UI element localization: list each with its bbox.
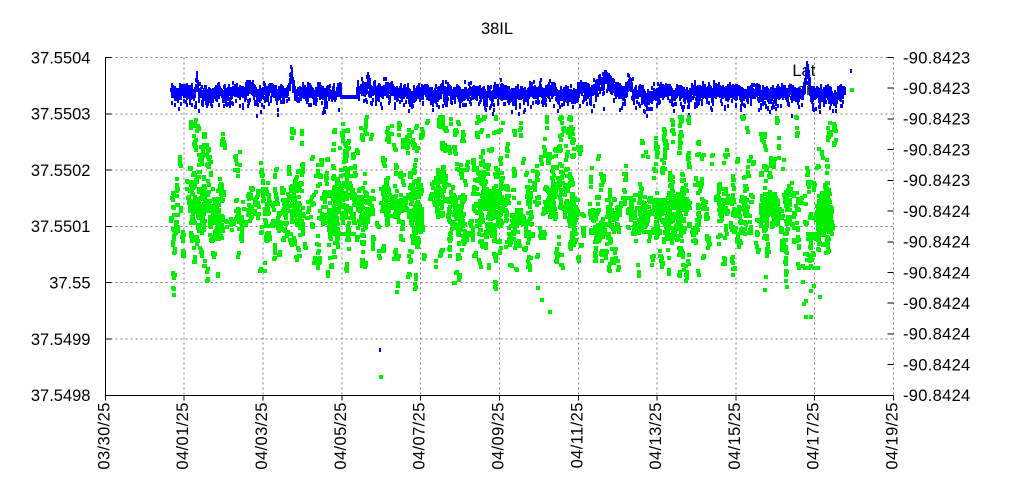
svg-text:04/05/25: 04/05/25	[332, 402, 350, 469]
svg-text:-90.8424: -90.8424	[903, 264, 971, 282]
svg-text:37.5504: 37.5504	[31, 49, 91, 67]
svg-text:04/09/25: 04/09/25	[490, 402, 508, 469]
svg-text:-90.8424: -90.8424	[903, 203, 971, 221]
svg-text:03/30/25: 03/30/25	[95, 402, 113, 469]
svg-text:-90.8424: -90.8424	[903, 234, 971, 252]
svg-text:04/03/25: 04/03/25	[253, 402, 271, 469]
svg-text:38IL: 38IL	[481, 20, 513, 38]
svg-text:-90.8423: -90.8423	[903, 172, 971, 190]
svg-text:-90.8424: -90.8424	[903, 387, 971, 405]
svg-text:04/07/25: 04/07/25	[411, 402, 429, 469]
svg-text:04/19/25: 04/19/25	[884, 402, 902, 469]
svg-text:-90.8424: -90.8424	[903, 295, 971, 313]
svg-text:04/01/25: 04/01/25	[174, 402, 192, 469]
svg-text:-90.8423: -90.8423	[903, 111, 971, 129]
svg-text:-90.8423: -90.8423	[903, 49, 971, 67]
svg-text:-90.8424: -90.8424	[903, 326, 971, 344]
svg-text:-90.8423: -90.8423	[903, 141, 971, 159]
svg-text:37.5503: 37.5503	[31, 106, 91, 124]
svg-text:37.5502: 37.5502	[31, 162, 91, 180]
svg-text:37.5499: 37.5499	[31, 331, 91, 349]
svg-text:Lat: Lat	[792, 62, 815, 80]
svg-text:37.5498: 37.5498	[31, 387, 91, 405]
svg-text:04/15/25: 04/15/25	[726, 402, 744, 469]
svg-text:37.55: 37.55	[49, 275, 90, 293]
svg-text:37.5501: 37.5501	[31, 218, 91, 236]
svg-text:04/13/25: 04/13/25	[647, 402, 665, 469]
svg-text:04/11/25: 04/11/25	[568, 402, 586, 468]
svg-text:04/17/25: 04/17/25	[805, 402, 823, 469]
svg-text:-90.8423: -90.8423	[903, 80, 971, 98]
svg-text:-90.8424: -90.8424	[903, 356, 971, 374]
